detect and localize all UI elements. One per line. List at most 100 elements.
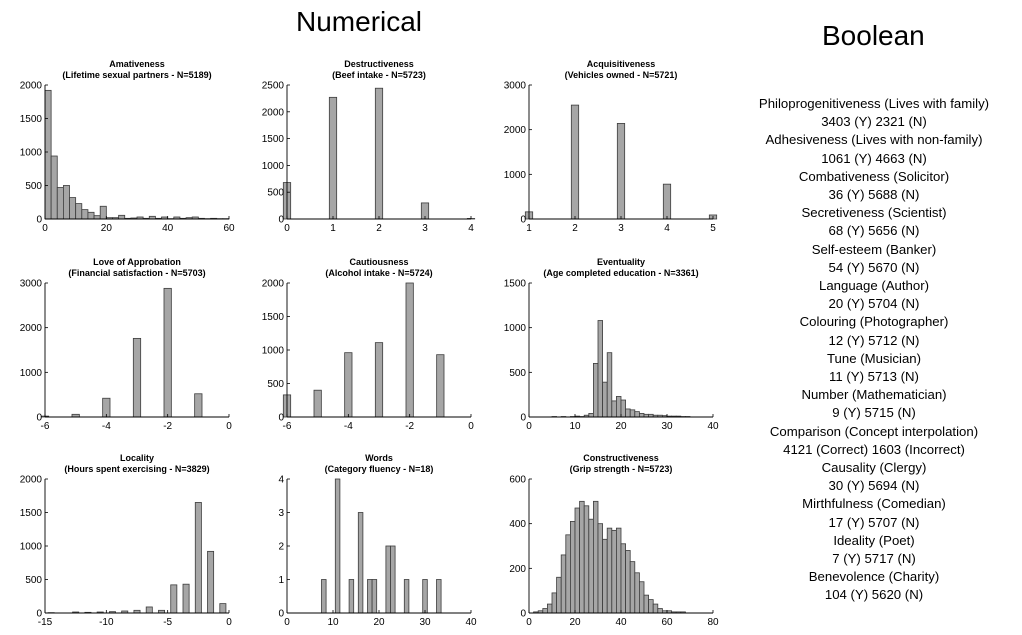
boolean-trait-counts: 9 (Y) 5715 (N) bbox=[724, 404, 1022, 422]
y-tick-label: 1000 bbox=[262, 346, 285, 357]
histogram-bar bbox=[570, 521, 575, 613]
histogram-bar bbox=[375, 88, 382, 219]
histogram-svg: Love of Approbation(Financial satisfacti… bbox=[0, 249, 244, 439]
x-tick-label: 30 bbox=[661, 421, 673, 432]
x-tick-label: 0 bbox=[468, 421, 474, 432]
y-tick-label: 0 bbox=[36, 609, 42, 620]
boolean-trait-label: Benevolence (Charity) bbox=[724, 568, 1022, 586]
histogram-bar bbox=[146, 607, 152, 613]
y-tick-label: 1000 bbox=[20, 368, 43, 379]
y-tick-label: 4 bbox=[278, 475, 284, 486]
x-tick-label: 20 bbox=[615, 421, 627, 432]
histogram-bar bbox=[195, 502, 201, 613]
y-tick-label: 0 bbox=[278, 215, 284, 226]
histogram-bar bbox=[437, 355, 444, 417]
y-tick-label: 2 bbox=[278, 542, 284, 553]
x-tick-label: 1 bbox=[526, 223, 532, 234]
y-tick-label: 1500 bbox=[20, 114, 43, 125]
histogram-bar bbox=[195, 394, 202, 417]
x-tick-label: 4 bbox=[468, 223, 474, 234]
histogram-panel: Constructiveness(Grip strength - N=5723)… bbox=[484, 445, 728, 635]
y-tick-label: 2000 bbox=[504, 125, 527, 136]
histogram-bar bbox=[133, 338, 140, 417]
histogram-bar bbox=[626, 550, 631, 613]
histogram-bar bbox=[335, 479, 340, 613]
boolean-trait-counts: 12 (Y) 5712 (N) bbox=[724, 332, 1022, 350]
histogram-bar bbox=[543, 609, 548, 613]
histogram-bar bbox=[51, 156, 57, 219]
histogram-panel: Love of Approbation(Financial satisfacti… bbox=[0, 249, 244, 439]
histogram-bar bbox=[639, 582, 644, 613]
histogram-svg: Acquisitiveness(Vehicles owned - N=5721)… bbox=[484, 51, 728, 241]
y-tick-label: 500 bbox=[509, 368, 526, 379]
histogram-bar bbox=[621, 400, 626, 417]
chart-subtitle: (Alcohol intake - N=5724) bbox=[325, 268, 432, 278]
boolean-trait-label: Secretiveness (Scientist) bbox=[724, 204, 1022, 222]
histogram-bar bbox=[626, 409, 631, 417]
histogram-bar bbox=[612, 401, 617, 417]
y-tick-label: 0 bbox=[520, 609, 526, 620]
histogram-bar bbox=[372, 580, 377, 614]
histogram-bar bbox=[575, 508, 580, 613]
histogram-bar bbox=[580, 501, 585, 613]
y-tick-label: 600 bbox=[509, 475, 526, 486]
histogram-bar bbox=[603, 539, 608, 613]
y-tick-label: 1500 bbox=[262, 312, 285, 323]
x-tick-label: 3 bbox=[422, 223, 428, 234]
y-tick-label: 2500 bbox=[262, 81, 285, 92]
y-tick-label: 1000 bbox=[504, 323, 527, 334]
chart-subtitle: (Financial satisfaction - N=5703) bbox=[68, 268, 205, 278]
y-tick-label: 500 bbox=[267, 379, 284, 390]
y-tick-label: 3000 bbox=[20, 279, 43, 290]
chart-title: Eventuality bbox=[597, 257, 645, 267]
histogram-bar bbox=[571, 105, 578, 219]
histogram-bar bbox=[589, 413, 594, 417]
histogram-bar bbox=[598, 524, 603, 613]
histogram-bar bbox=[607, 353, 612, 417]
chart-title: Amativeness bbox=[109, 59, 165, 69]
y-tick-label: 400 bbox=[509, 519, 526, 530]
histogram-bar bbox=[616, 528, 621, 613]
histogram-panel: Amativeness(Lifetime sexual partners - N… bbox=[0, 51, 244, 241]
chart-title: Love of Approbation bbox=[93, 257, 181, 267]
x-tick-label: 1 bbox=[330, 223, 336, 234]
y-tick-label: 2000 bbox=[20, 81, 43, 92]
histogram-bar bbox=[552, 593, 557, 613]
histogram-bar bbox=[63, 186, 69, 220]
histogram-bar bbox=[119, 215, 125, 219]
x-tick-label: -2 bbox=[405, 421, 414, 432]
histogram-bar bbox=[598, 321, 603, 417]
chart-subtitle: (Category fluency - N=18) bbox=[325, 464, 434, 474]
histogram-bar bbox=[557, 577, 562, 613]
histogram-bar bbox=[358, 513, 363, 614]
histogram-bar bbox=[57, 188, 63, 219]
y-tick-label: 200 bbox=[509, 564, 526, 575]
histogram-bar bbox=[653, 604, 658, 613]
chart-subtitle: (Hours spent exercising - N=3829) bbox=[64, 464, 209, 474]
histogram-panel: Acquisitiveness(Vehicles owned - N=5721)… bbox=[484, 51, 728, 241]
boolean-trait-label: Tune (Musician) bbox=[724, 350, 1022, 368]
y-tick-label: 2000 bbox=[20, 323, 43, 334]
x-tick-label: -2 bbox=[163, 421, 172, 432]
boolean-trait-label: Causality (Clergy) bbox=[724, 459, 1022, 477]
histogram-bar bbox=[603, 382, 608, 417]
chart-subtitle: (Age completed education - N=3361) bbox=[543, 268, 698, 278]
boolean-trait-counts: 11 (Y) 5713 (N) bbox=[724, 368, 1022, 386]
histogram-panel: Cautiousness(Alcohol intake - N=5724)-6-… bbox=[242, 249, 486, 439]
x-tick-label: 3 bbox=[618, 223, 624, 234]
boolean-trait-label: Self-esteem (Banker) bbox=[724, 241, 1022, 259]
histogram-svg: Amativeness(Lifetime sexual partners - N… bbox=[0, 51, 244, 241]
histogram-bar bbox=[561, 555, 566, 613]
y-tick-label: 0 bbox=[278, 609, 284, 620]
y-tick-label: 0 bbox=[520, 413, 526, 424]
histogram-bar bbox=[391, 546, 396, 613]
boolean-trait-label: Comparison (Concept interpolation) bbox=[724, 423, 1022, 441]
histogram-bar bbox=[386, 546, 391, 613]
histogram-bar bbox=[45, 90, 51, 219]
histogram-bar bbox=[76, 204, 82, 219]
chart-title: Constructiveness bbox=[583, 453, 659, 463]
histogram-panel: Eventuality(Age completed education - N=… bbox=[484, 249, 728, 439]
boolean-trait-label: Combativeness (Solicitor) bbox=[724, 168, 1022, 186]
